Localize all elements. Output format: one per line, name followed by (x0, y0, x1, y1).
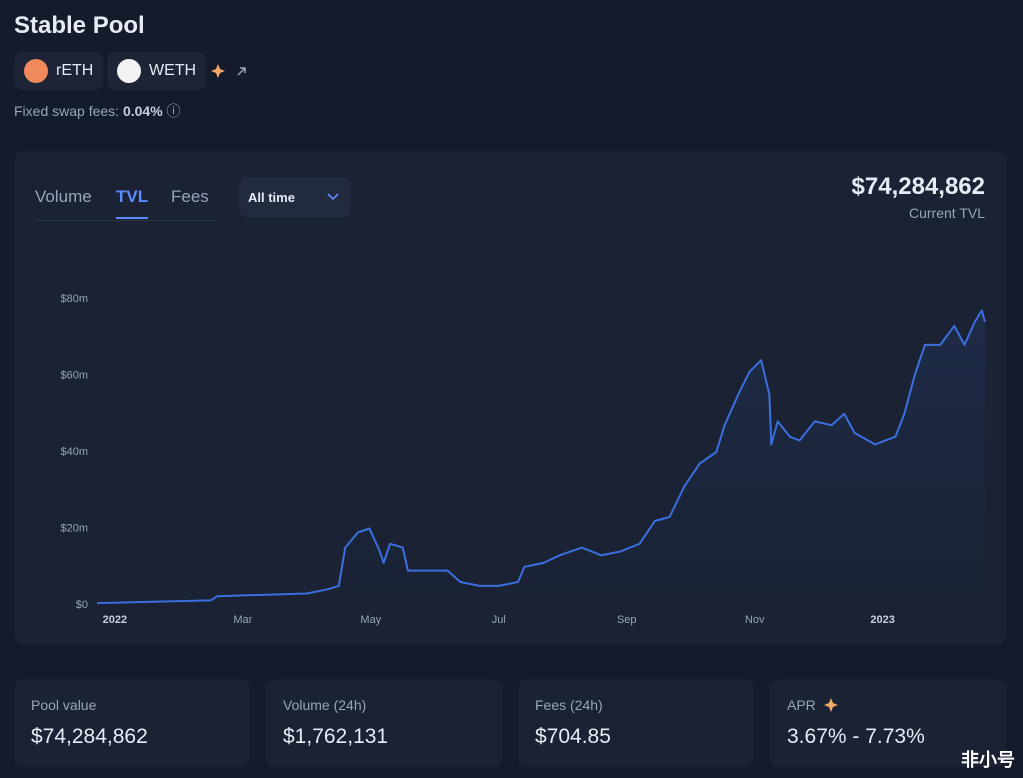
pool-title: Stable Pool (14, 12, 145, 39)
sparkle-icon (824, 698, 838, 712)
card-value: $74,284,862 (31, 725, 148, 748)
x-tick-label: Sep (617, 614, 637, 626)
watermark: 非小号 (961, 750, 1015, 770)
tab-divider (36, 220, 216, 221)
card-value: 3.67% - 7.73% (787, 725, 925, 748)
token-icon (24, 59, 48, 83)
x-tick-label: May (360, 614, 381, 626)
x-tick-label: Mar (233, 614, 252, 626)
token-icon (117, 59, 141, 83)
range-dropdown[interactable]: All time (239, 177, 351, 217)
dropdown-label: All time (248, 189, 295, 205)
fees-value: 0.04% (122, 103, 163, 119)
card-label: Fees (24h) (535, 697, 603, 713)
token-name: WETH (149, 62, 197, 79)
card-label: Volume (24h) (283, 697, 367, 713)
tab[interactable]: Fees (171, 187, 209, 206)
line (96, 309, 986, 605)
stat-card: Fees (24h) $704.85 (518, 679, 754, 767)
y-tick-label: $40m (60, 446, 88, 458)
card-value: $704.85 (535, 725, 611, 748)
x-tick-label: Nov (745, 614, 765, 626)
tab[interactable]: Volume (35, 187, 92, 206)
y-tick-label: $0 (76, 599, 88, 611)
card-value: $1,762,131 (283, 725, 389, 748)
chevron (327, 193, 339, 201)
area (97, 310, 985, 605)
y-tick-label: $20m (60, 522, 88, 534)
fees-label: Fixed swap fees: (14, 103, 120, 119)
token-name: rETH (56, 62, 94, 79)
x-tick-label: 2023 (870, 614, 894, 626)
card-label: APR (787, 697, 816, 713)
stat-card: Volume (24h) $1,762,131 (266, 679, 502, 767)
tab[interactable]: TVL (116, 187, 149, 219)
current-tvl: $74,284,862 Current TVL (852, 173, 985, 221)
x-tick-label: Jul (492, 614, 506, 626)
token-chip[interactable]: rETH (14, 52, 104, 90)
current-value: $74,284,862 (851, 173, 985, 200)
current-label: Current TVL (909, 205, 985, 221)
y-tick-label: $80m (60, 293, 88, 305)
y-tick-label: $60m (60, 369, 88, 381)
icons[interactable] (210, 62, 250, 80)
card-label: Pool value (31, 697, 97, 713)
stat-card: Pool value $74,284,862 (14, 679, 250, 767)
fees-line: Fixed swap fees: 0.04% ⓘ (14, 103, 181, 119)
x-tick-label: 2022 (103, 614, 127, 626)
stat-card: APR 3.67% - 7.73% (770, 679, 1006, 767)
token-chip[interactable]: WETH (107, 52, 207, 90)
